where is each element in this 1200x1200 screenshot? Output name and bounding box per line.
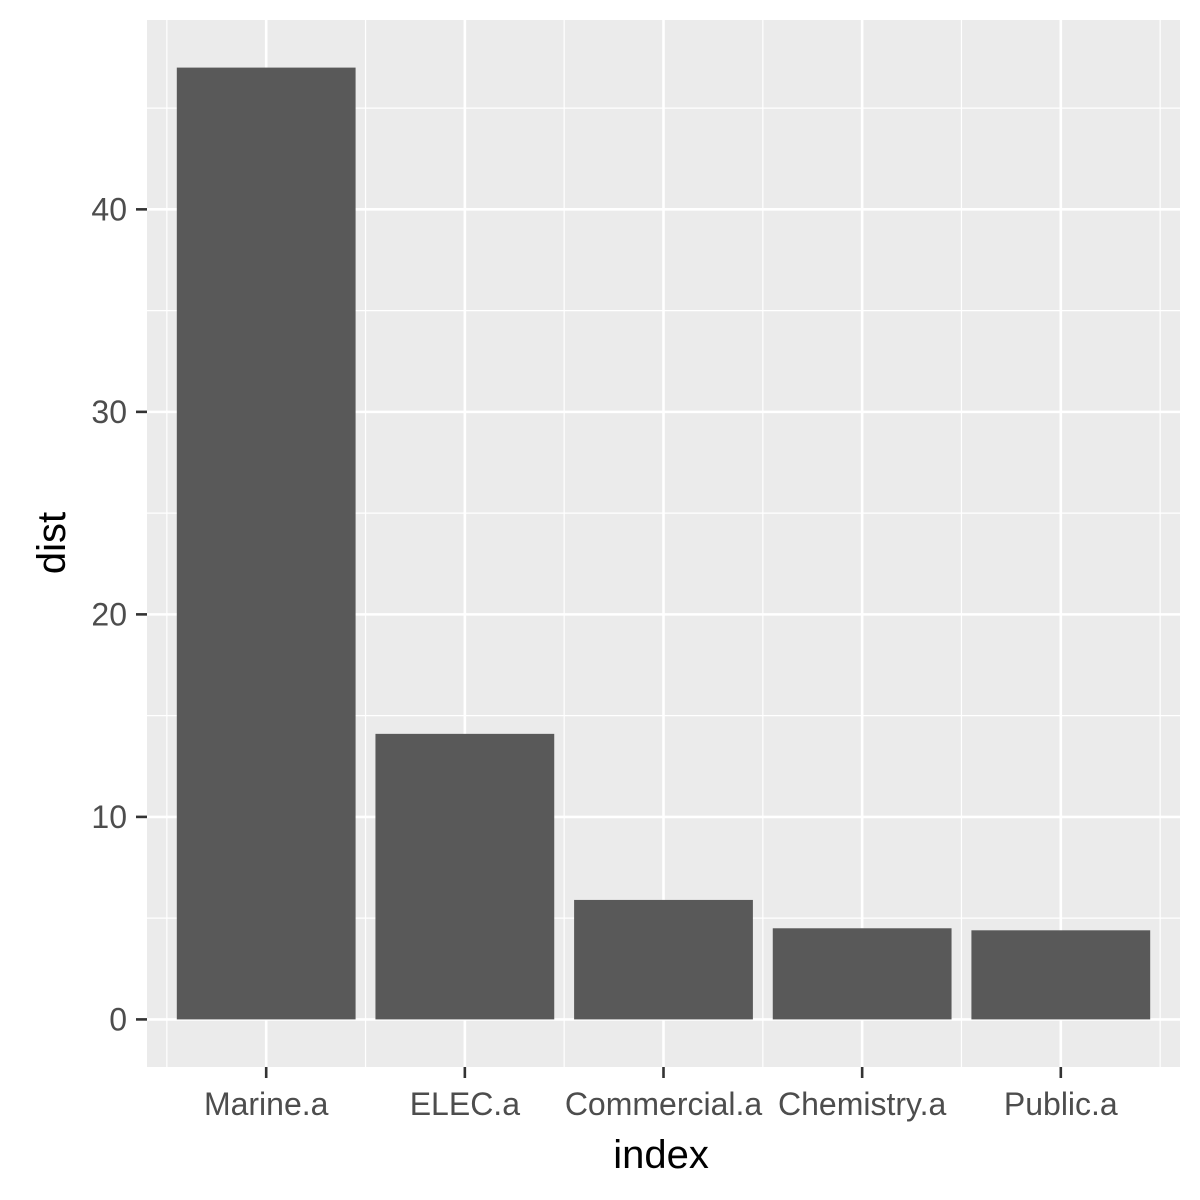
bar-commercial-a: [574, 899, 753, 1020]
y-tick-label: 30: [91, 394, 127, 430]
y-axis-title: dist: [30, 512, 74, 574]
x-tick-label: Chemistry.a: [778, 1086, 947, 1122]
bar-public-a: [971, 930, 1151, 1020]
bar-chemistry-a: [772, 928, 952, 1020]
x-tick-label: Public.a: [1004, 1086, 1118, 1122]
x-axis-title: index: [613, 1133, 709, 1177]
y-tick-label: 0: [109, 1001, 127, 1037]
bar-marine-a: [176, 67, 356, 1020]
y-tick-label: 10: [91, 799, 127, 835]
x-axis: Marine.a ELEC.a Commercial.a Chemistry.a Pub…: [204, 1067, 1118, 1122]
bar-elec-a: [375, 733, 555, 1020]
bars: [176, 67, 1151, 1020]
y-tick-label: 40: [91, 191, 127, 227]
x-tick-label: Marine.a: [204, 1086, 329, 1122]
y-tick-label: 20: [91, 596, 127, 632]
y-axis: 0 10 20 30 40: [91, 191, 147, 1037]
x-tick-label: Commercial.a: [565, 1086, 763, 1122]
x-tick-label: ELEC.a: [410, 1086, 520, 1122]
